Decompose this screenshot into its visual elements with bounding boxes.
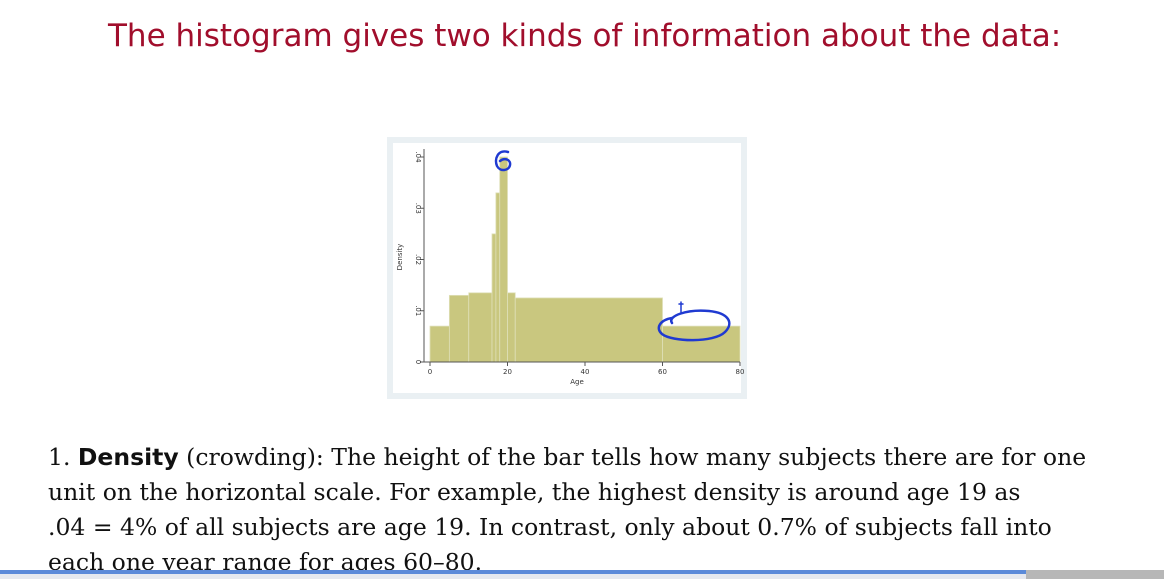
histogram-chart: 0 .01 .02 .03 .04 0 20 40 60 80 Density Age — [393, 143, 745, 393]
histogram-figure: 0 .01 .02 .03 .04 0 20 40 60 80 Density Age — [387, 137, 747, 399]
progress-bar — [0, 570, 1026, 574]
histogram-bar-6 — [507, 292, 516, 363]
handwritten-pen-dot — [678, 301, 684, 313]
handwritten-6-mark — [494, 150, 512, 172]
handwritten-circle-mark — [657, 309, 731, 342]
histogram-bar-5 — [499, 156, 508, 363]
body-line-3: .04 = 4% of all subjects are age 19. In … — [48, 513, 1052, 541]
y-tick-label: .04 — [414, 151, 422, 163]
y-tick-label: .02 — [414, 254, 422, 265]
list-number: 1. — [48, 443, 71, 471]
x-tick-label: 0 — [428, 368, 432, 376]
body-line-1: 1. Density (crowding): The height of the… — [48, 440, 1108, 475]
density-explanation: 1. Density (crowding): The height of the… — [48, 440, 1108, 580]
x-ticks-group: 0 20 40 60 80 — [428, 362, 745, 376]
scrollbar-track[interactable] — [1026, 570, 1164, 579]
x-tick-label: 80 — [736, 368, 745, 376]
y-ticks-group: 0 .01 .02 .03 .04 — [414, 151, 424, 364]
x-tick-label: 60 — [658, 368, 667, 376]
slide-title: The histogram gives two kinds of informa… — [108, 18, 1062, 54]
body-line-2: unit on the horizontal scale. For exampl… — [48, 478, 1021, 506]
histogram-bar-8 — [662, 325, 741, 363]
x-axis-title: Age — [570, 378, 584, 386]
histogram-bar-3 — [491, 233, 497, 363]
y-axis-title: Density — [396, 244, 404, 271]
bottom-strip — [0, 574, 1026, 579]
histogram-bar-1 — [448, 294, 470, 363]
x-tick-label: 20 — [503, 368, 512, 376]
y-tick-label: 0 — [414, 360, 422, 364]
histogram-bar-4 — [495, 192, 501, 363]
density-term: Density — [77, 443, 179, 471]
x-tick-label: 40 — [581, 368, 590, 376]
body-line-1-text: (crowding): The height of the bar tells … — [178, 443, 1087, 471]
histogram-bar-2 — [468, 292, 493, 363]
histogram-bar-7 — [514, 297, 663, 363]
histogram-bar-0 — [429, 325, 450, 363]
y-tick-label: .01 — [414, 305, 422, 316]
y-tick-label: .03 — [414, 203, 422, 214]
